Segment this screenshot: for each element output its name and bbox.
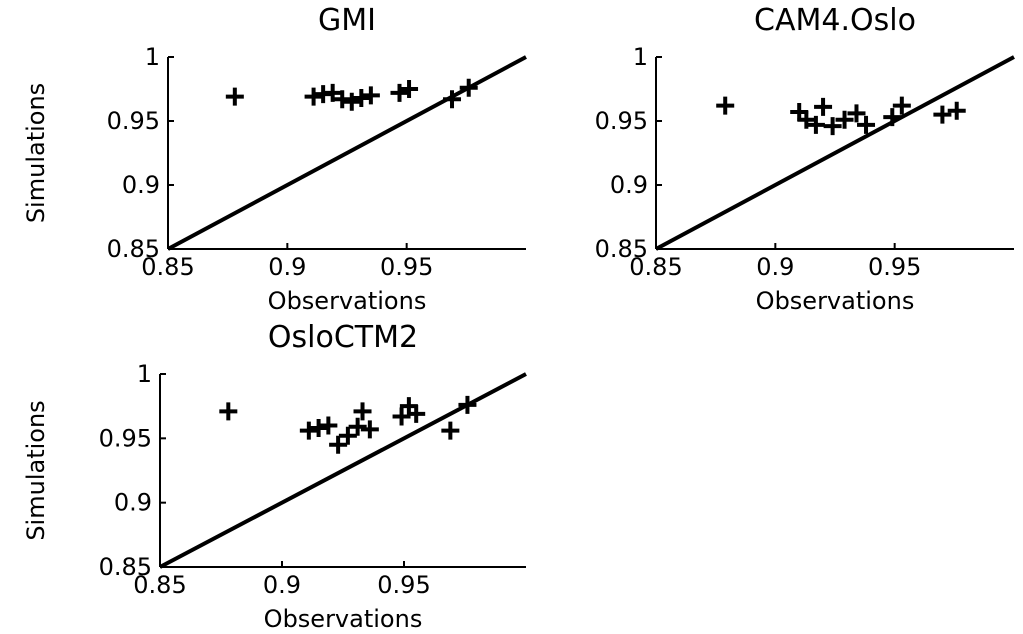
y-tick-label: 0.9	[122, 171, 160, 199]
data-point	[329, 435, 348, 454]
data-point	[458, 395, 477, 414]
data-point	[361, 86, 380, 105]
x-tick-label: 0.95	[868, 253, 921, 281]
data-point	[407, 404, 426, 423]
data-point	[219, 402, 238, 421]
x-tick-label: 0.9	[756, 253, 794, 281]
data-point	[309, 419, 328, 438]
y-tick-label: 0.85	[99, 553, 152, 581]
panel-title: GMI	[318, 3, 376, 38]
y-tick-label: 0.95	[595, 107, 648, 135]
data-point	[883, 108, 902, 127]
data-point	[892, 96, 911, 115]
x-axis-label: Observations	[756, 287, 915, 315]
x-tick-label: 0.85	[629, 253, 682, 281]
panel-title: OsloCTM2	[268, 320, 418, 355]
data-point	[857, 115, 876, 134]
y-tick-label: 0.95	[99, 424, 152, 452]
data-point	[348, 417, 367, 436]
data-point	[342, 92, 361, 111]
y-tick-label: 0.85	[107, 235, 160, 263]
data-point	[443, 90, 462, 109]
y-tick-label: 0.95	[107, 107, 160, 135]
x-tick-label: 0.9	[263, 571, 301, 599]
x-axis-label: Observations	[264, 605, 423, 633]
x-tick-label: 0.9	[268, 253, 306, 281]
panel-1: 0.85 0.9 0.95 0.85 0.9 0.95 1 GMI Observations Si…	[22, 3, 527, 315]
data-point	[933, 105, 952, 124]
data-point	[400, 80, 419, 98]
x-axis-label: Observations	[268, 287, 427, 315]
y-tick-label: 0.9	[114, 489, 152, 517]
data-point	[947, 101, 966, 120]
x-tick-label: 0.85	[133, 571, 186, 599]
data-point	[225, 87, 244, 106]
x-tick-label: 0.95	[377, 571, 430, 599]
data-point	[797, 110, 816, 129]
data-point	[441, 421, 460, 440]
data-point	[716, 96, 735, 115]
panel-3: 0.85 0.9 0.95 0.85 0.9 0.95 1 OsloCTM2 Observati…	[22, 320, 527, 633]
data-point	[847, 104, 866, 123]
one-to-one-line	[655, 55, 1015, 251]
data-point	[806, 115, 825, 134]
data-point	[823, 117, 842, 136]
y-tick-label: 1	[633, 43, 648, 71]
data-point	[392, 407, 411, 426]
data-point	[360, 420, 379, 439]
panel-title: CAM4.Oslo	[754, 3, 916, 38]
data-point	[352, 88, 371, 107]
data-point	[353, 402, 372, 421]
x-tick-label: 0.85	[141, 253, 194, 281]
y-tick-label: 1	[145, 43, 160, 71]
data-point	[323, 83, 342, 102]
data-point	[814, 97, 833, 116]
data-point	[304, 87, 323, 106]
y-axis-label: Simulations	[22, 400, 50, 540]
data-point	[333, 90, 352, 109]
data-point	[319, 416, 338, 435]
data-point	[338, 426, 357, 445]
y-axis-label: Simulations	[22, 83, 50, 223]
x-tick-label: 0.95	[380, 253, 433, 281]
data-point	[459, 78, 478, 97]
y-tick-label: 0.85	[595, 235, 648, 263]
panel-2: 0.85 0.9 0.95 0.85 0.9 0.95 1 CAM4.Oslo Observat…	[595, 3, 1015, 315]
data-point	[390, 83, 409, 102]
data-point	[835, 110, 854, 129]
y-tick-label: 0.9	[610, 171, 648, 199]
y-tick-label: 1	[137, 360, 152, 388]
data-point	[299, 421, 318, 440]
